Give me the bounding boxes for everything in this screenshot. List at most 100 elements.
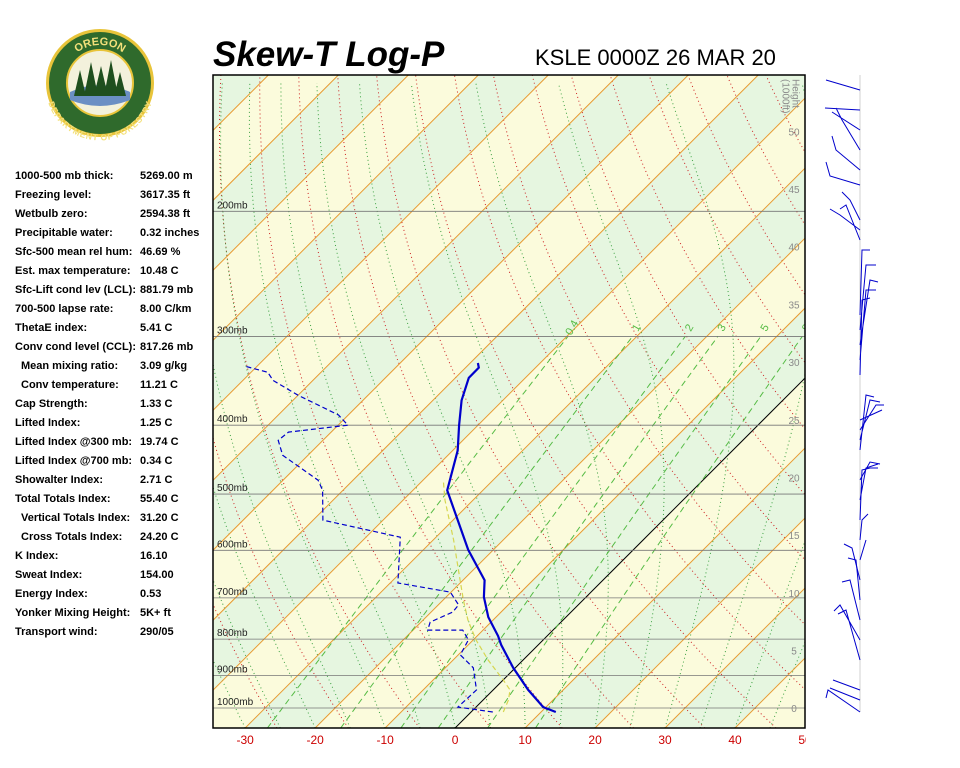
y2-tick-label: 10 bbox=[788, 589, 800, 600]
logo-top-text: OREGON bbox=[72, 36, 127, 55]
stat-label: Mean mixing ratio: bbox=[21, 360, 118, 372]
y2-tick-label: 20 bbox=[788, 473, 800, 484]
profile-line bbox=[442, 480, 511, 713]
stat-label: Conv cond level (CCL): bbox=[15, 341, 136, 353]
x-tick-label: -30 bbox=[237, 733, 255, 747]
stat-value: 2.71 C bbox=[140, 474, 172, 486]
y-tick-label: 900mb bbox=[217, 664, 248, 675]
mixing-ratio-label: 8 bbox=[800, 322, 813, 333]
moist-adiabat bbox=[804, 726, 805, 728]
wind-barb bbox=[859, 249, 879, 376]
logo-trees bbox=[74, 60, 126, 96]
isotherm bbox=[804, 727, 805, 728]
dry-adiabat bbox=[570, 75, 805, 496]
x-tick-label: -20 bbox=[306, 733, 324, 747]
isotherm bbox=[664, 587, 805, 728]
stat-label: Lifted Index @700 mb: bbox=[15, 455, 132, 467]
dry-adiabat bbox=[492, 75, 805, 626]
stat-value: 5269.00 m bbox=[140, 170, 193, 182]
y-tick-label: 800mb bbox=[217, 628, 248, 639]
y2-tick-label: 5 bbox=[791, 646, 797, 657]
stat-value: 3.09 g/kg bbox=[140, 360, 187, 372]
y-tick-label: 700mb bbox=[217, 587, 248, 598]
stat-label: Yonker Mixing Height: bbox=[15, 607, 130, 619]
stat-label: Vertical Totals Index: bbox=[21, 512, 130, 524]
band bbox=[805, 75, 960, 728]
stat-value: 46.69 % bbox=[140, 246, 181, 258]
y-tick-label: 200mb bbox=[217, 200, 248, 211]
y2-tick-label: 45 bbox=[788, 185, 800, 196]
stat-value: 817.26 mb bbox=[140, 341, 193, 353]
y-tick-label: 400mb bbox=[217, 414, 248, 425]
mixing-ratio-label: 3 bbox=[716, 322, 729, 333]
isotherm bbox=[213, 75, 619, 481]
stat-value: 10.48 C bbox=[140, 265, 179, 277]
stat-value: 0.32 inches bbox=[140, 227, 199, 239]
axes: 200mb 300mb 400mb 500mb 600mb 700mb 800mb 900mb… bbox=[217, 79, 800, 715]
isotherm bbox=[213, 75, 409, 272]
band bbox=[213, 75, 805, 691]
y2-axis-label: Height bbox=[789, 79, 800, 108]
x-axis-labels: -30 -20 -10 0 10 20 30 40 50 bbox=[237, 733, 806, 747]
stat-value: 881.79 mb bbox=[140, 284, 193, 296]
mixing-ratio-line bbox=[437, 336, 719, 728]
stat-value: 8.00 C/km bbox=[140, 303, 192, 315]
y-tick-label: 300mb bbox=[217, 325, 248, 336]
plot-area: 0.4 1 2 3 5 8 bbox=[213, 75, 960, 728]
x-tick-label: 40 bbox=[728, 733, 742, 747]
isotherm bbox=[213, 97, 805, 691]
stat-value: 0.53 bbox=[140, 588, 161, 600]
dry-adiabat bbox=[376, 75, 706, 728]
stat-label: Cap Strength: bbox=[15, 398, 88, 410]
y-tick-label: 1000mb bbox=[217, 697, 254, 708]
stat-label: Conv temperature: bbox=[21, 379, 119, 391]
y2-tick-label: 15 bbox=[788, 531, 800, 542]
wind-barb bbox=[859, 394, 884, 451]
stat-value: 290/05 bbox=[140, 626, 174, 638]
mixing-ratio-label: 2 bbox=[683, 322, 696, 333]
y-tick-label: 500mb bbox=[217, 483, 248, 494]
stat-value: 19.74 C bbox=[140, 436, 179, 448]
y-tick-label: 600mb bbox=[217, 539, 248, 550]
stat-value: 0.34 C bbox=[140, 455, 172, 467]
mixing-ratio-line bbox=[340, 336, 633, 728]
mixing-ratio-line bbox=[535, 336, 803, 728]
x-tick-label: 30 bbox=[658, 733, 672, 747]
chart-title: Skew-T Log-P bbox=[213, 35, 445, 74]
stat-value: 154.00 bbox=[140, 569, 174, 581]
y2-axis-label: (1000ft) bbox=[779, 79, 790, 113]
plot-frame bbox=[212, 74, 806, 729]
stat-label: Est. max temperature: bbox=[15, 265, 131, 277]
y2-tick-label: 35 bbox=[788, 300, 800, 311]
isotherm bbox=[213, 75, 759, 621]
stat-label: Precipitable water: bbox=[15, 227, 113, 239]
stat-label: 1000-500 mb thick: bbox=[15, 170, 113, 182]
profile-line bbox=[446, 362, 557, 714]
stat-label: ThetaE index: bbox=[15, 322, 87, 334]
stat-value: 5K+ ft bbox=[140, 607, 171, 619]
x-tick-label: 0 bbox=[452, 733, 459, 747]
y2-tick-label: 50 bbox=[788, 127, 800, 138]
stat-label: Cross Totals Index: bbox=[21, 531, 122, 543]
logo: OREGON DEPARTMENT OF FORESTRY bbox=[46, 29, 154, 142]
mixing-ratio-line bbox=[400, 336, 686, 728]
stat-value: 55.40 C bbox=[140, 493, 179, 505]
stat-value: 1.25 C bbox=[140, 417, 172, 429]
dry-adiabat bbox=[844, 75, 960, 728]
stat-value: 3617.35 ft bbox=[140, 189, 190, 201]
stat-value: 2594.38 ft bbox=[140, 208, 190, 220]
stat-label: Total Totals Index: bbox=[15, 493, 111, 505]
profile-line bbox=[243, 365, 493, 713]
moist-adiabat bbox=[359, 83, 526, 728]
stat-label: K Index: bbox=[15, 550, 58, 562]
dry-adiabat bbox=[804, 75, 805, 77]
stat-label: Sfc-Lift cond lev (LCL): bbox=[15, 284, 136, 296]
stat-label: Wetbulb zero: bbox=[15, 208, 88, 220]
stat-label: Lifted Index @300 mb: bbox=[15, 436, 132, 448]
stat-value: 11.21 C bbox=[140, 379, 178, 391]
mixing-ratio-line bbox=[266, 336, 569, 728]
moist-adiabat bbox=[220, 83, 386, 728]
isotherm bbox=[314, 237, 805, 728]
